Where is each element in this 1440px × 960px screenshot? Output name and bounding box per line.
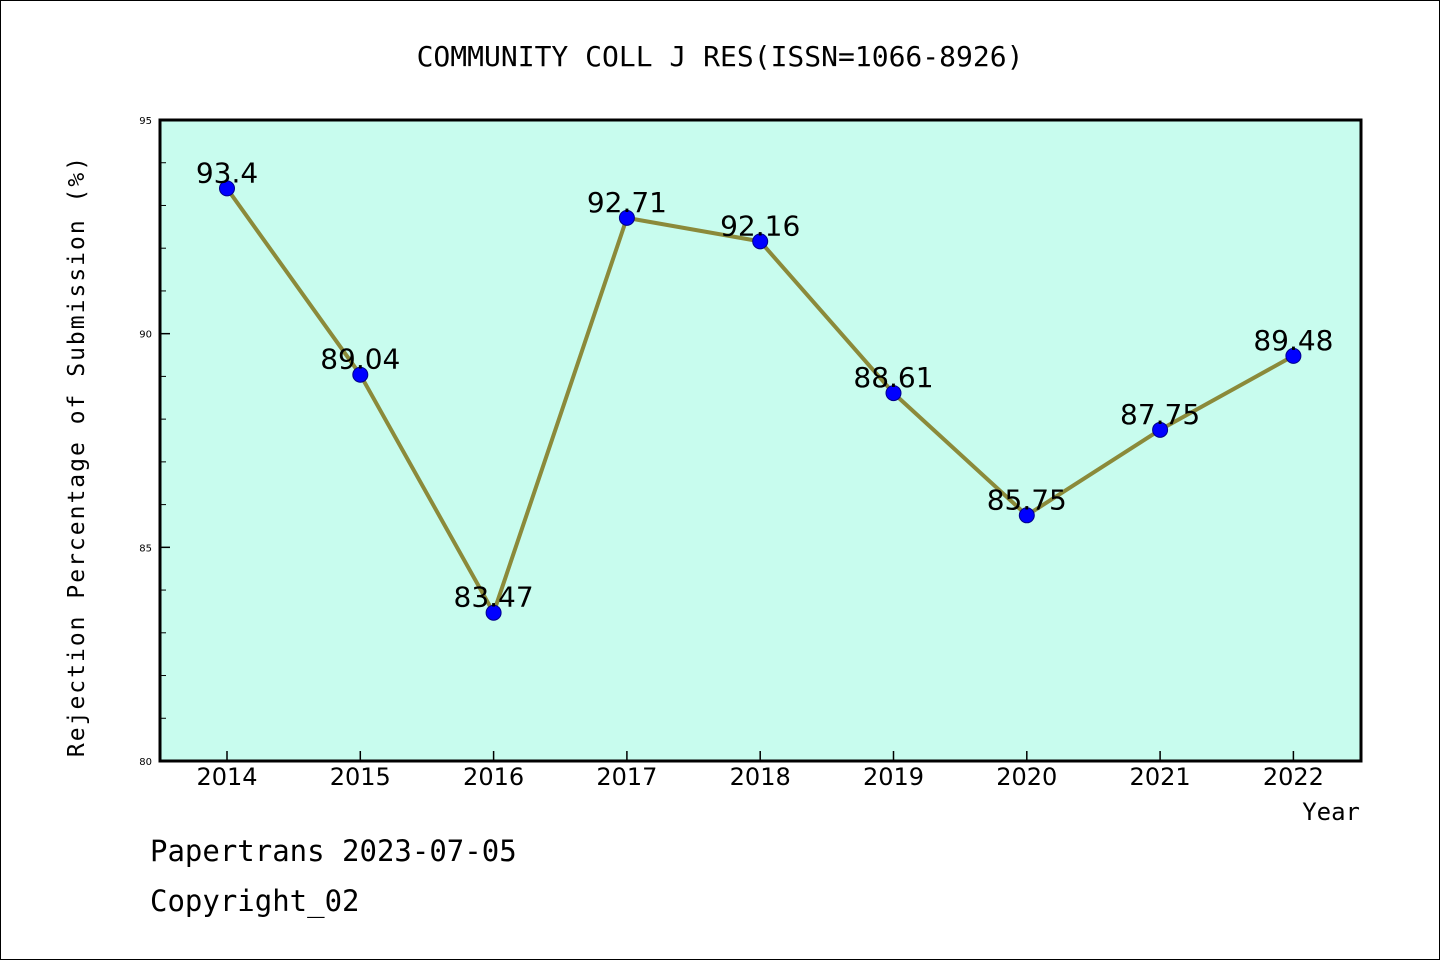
data-points xyxy=(219,180,1302,621)
data-point xyxy=(352,366,369,383)
x-axis-label: Year xyxy=(1302,798,1360,826)
data-point xyxy=(485,604,502,621)
chart-title: COMMUNITY COLL J RES(ISSN=1066-8926) xyxy=(417,40,1024,73)
data-labels: 93.4 89.04 83.47 92.71 92.16 88.61 85.75 87.75 8… xyxy=(196,156,1334,613)
footer-date-text: Papertrans 2023-07-05 xyxy=(150,834,517,868)
y-minor-ticks xyxy=(160,162,166,719)
data-point xyxy=(752,233,769,250)
data-label: 89.04 xyxy=(320,343,400,376)
data-point xyxy=(1285,347,1302,364)
y-axis-label: Rejection Percentage of Submission (%) xyxy=(64,155,90,757)
x-tick-label: 2022 xyxy=(1263,763,1324,791)
y-tick-label: 90 xyxy=(139,330,152,341)
y-tick-label: 95 xyxy=(139,116,152,127)
footer-copyright-text: Copyright_02 xyxy=(150,884,360,918)
x-tick-label: 2015 xyxy=(330,763,391,791)
y-tick-label: 85 xyxy=(139,543,152,554)
data-label: 85.75 xyxy=(987,483,1067,516)
data-point xyxy=(219,180,235,197)
x-tick-label: 2020 xyxy=(996,763,1057,791)
data-label: 83.47 xyxy=(454,581,534,614)
x-axis-ticks: 2014 2015 2016 2017 2018 2019 2020 2021 2022 xyxy=(196,751,1324,791)
x-tick-label: 2016 xyxy=(463,763,524,791)
x-tick-label: 2018 xyxy=(730,763,791,791)
x-tick-label: 2017 xyxy=(596,763,657,791)
data-label: 92.16 xyxy=(720,209,800,242)
data-label: 93.4 xyxy=(196,156,258,189)
data-point xyxy=(1152,421,1169,438)
data-label: 92.71 xyxy=(587,186,667,219)
data-point xyxy=(885,385,902,402)
x-tick-label: 2021 xyxy=(1130,763,1191,791)
data-label: 89.48 xyxy=(1253,324,1333,357)
data-label: 87.75 xyxy=(1120,398,1200,431)
data-label: 88.61 xyxy=(853,361,933,394)
y-tick-label: 80 xyxy=(139,757,152,768)
plot-area xyxy=(158,118,1363,763)
x-tick-label: 2014 xyxy=(196,763,257,791)
y-axis-ticks: 80 85 90 95 xyxy=(139,116,170,768)
data-point xyxy=(618,209,635,226)
data-point xyxy=(1018,507,1035,524)
x-tick-label: 2019 xyxy=(863,763,924,791)
